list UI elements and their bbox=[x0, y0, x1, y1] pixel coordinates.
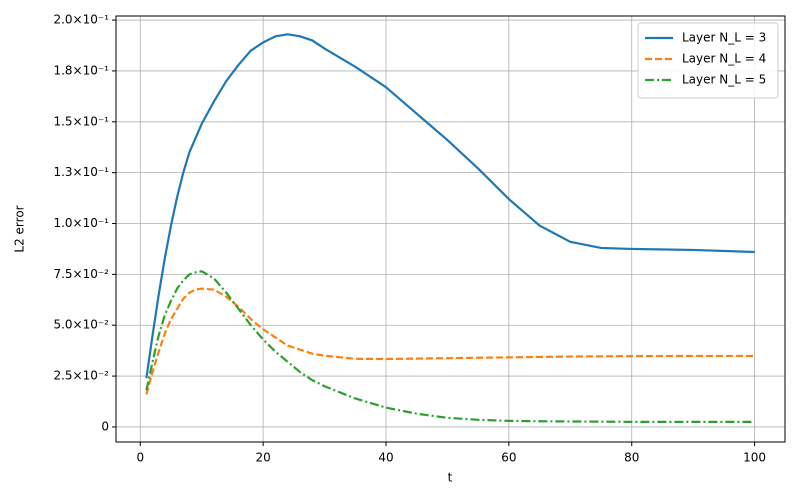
x-tick-label: 40 bbox=[378, 451, 393, 465]
series-line bbox=[145, 33, 755, 379]
x-tick-label: 60 bbox=[501, 451, 516, 465]
y-tick-label: 7.5×10⁻² bbox=[53, 267, 109, 281]
x-tick-label: 100 bbox=[743, 451, 766, 465]
x-tick-label: 0 bbox=[136, 451, 144, 465]
y-axis-label: L2 error bbox=[13, 205, 27, 252]
series-line bbox=[145, 270, 755, 423]
plot-frame bbox=[115, 15, 786, 443]
y-tick-label: 5.0×10⁻² bbox=[53, 318, 109, 332]
y-tick-label: 2.5×10⁻² bbox=[53, 369, 109, 383]
series-line bbox=[145, 287, 755, 395]
y-tick-label: 2.0×10⁻¹ bbox=[53, 13, 109, 27]
y-tick-label: 1.8×10⁻¹ bbox=[53, 63, 109, 77]
legend: Layer N_L = 3 Layer N_L = 4 Layer N_L = 5 bbox=[637, 22, 779, 99]
legend-label: Layer N_L = 5 bbox=[682, 73, 766, 87]
legend-box bbox=[637, 22, 779, 99]
y-tick-label: 1.0×10⁻¹ bbox=[53, 216, 109, 230]
y-tick-label: 1.3×10⁻¹ bbox=[53, 165, 109, 179]
x-tick-label: 20 bbox=[255, 451, 270, 465]
legend-label: Layer N_L = 4 bbox=[682, 52, 766, 66]
x-axis-label: t bbox=[448, 471, 453, 485]
y-tick-label: 1.5×10⁻¹ bbox=[53, 114, 109, 128]
y-tick-label: 0 bbox=[101, 419, 109, 433]
legend-label: Layer N_L = 3 bbox=[682, 31, 766, 45]
x-tick-label: 80 bbox=[624, 451, 639, 465]
